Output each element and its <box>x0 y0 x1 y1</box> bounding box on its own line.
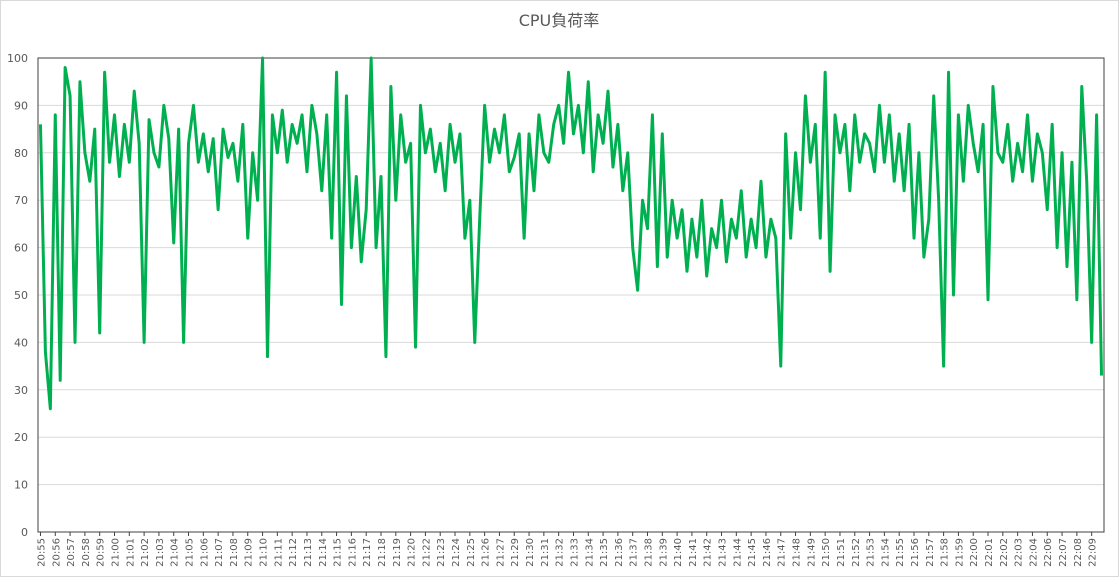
x-tick-label: 22:07 <box>1058 538 1069 567</box>
x-tick-label: 22:08 <box>1073 538 1084 567</box>
x-tick-label: 21:36 <box>614 538 625 567</box>
x-tick-label: 21:09 <box>244 538 255 567</box>
x-tick-label: 20:56 <box>51 538 62 567</box>
x-tick-label: 21:53 <box>866 538 877 567</box>
x-tick-label: 21:38 <box>643 538 654 567</box>
x-tick-label: 21:45 <box>747 538 758 567</box>
x-tick-label: 21:13 <box>303 538 314 567</box>
x-tick-label: 21:41 <box>688 538 699 567</box>
x-tick-label: 21:34 <box>584 538 595 567</box>
plot-area <box>37 57 1105 533</box>
x-tick-label: 21:08 <box>229 538 240 567</box>
x-tick-label: 21:14 <box>318 538 329 567</box>
x-tick-label: 21:05 <box>185 538 196 567</box>
x-tick-label: 21:46 <box>762 538 773 567</box>
x-tick-label: 21:32 <box>555 538 566 567</box>
x-tick-label: 21:19 <box>392 538 403 567</box>
y-tick-label: 80 <box>14 147 28 160</box>
y-tick-label: 30 <box>14 384 28 397</box>
x-tick-label: 22:02 <box>999 538 1010 567</box>
x-tick-label: 21:37 <box>629 538 640 567</box>
x-tick-label: 21:18 <box>377 538 388 567</box>
y-tick-label: 50 <box>14 289 28 302</box>
x-tick-label: 22:01 <box>984 538 995 567</box>
x-tick-label: 22:06 <box>1043 538 1054 567</box>
x-tick-label: 21:56 <box>910 538 921 567</box>
x-tick-label: 21:29 <box>510 538 521 567</box>
x-tick-label: 21:17 <box>362 538 373 567</box>
x-tick-label: 21:26 <box>481 538 492 567</box>
y-tick-label: 20 <box>14 431 28 444</box>
x-tick-label: 21:12 <box>288 538 299 567</box>
data-line <box>38 56 1104 411</box>
x-tick-label: 21:55 <box>895 538 906 567</box>
x-tick-label: 22:03 <box>1014 538 1025 567</box>
x-tick-label: 21:50 <box>821 538 832 567</box>
x-tick-label: 21:40 <box>673 538 684 567</box>
y-tick-label: 100 <box>7 52 28 65</box>
x-tick-label: 21:15 <box>333 538 344 567</box>
y-tick-label: 70 <box>14 194 28 207</box>
x-tick-label: 21:06 <box>199 538 210 567</box>
y-tick-label: 10 <box>14 479 28 492</box>
x-tick-label: 21:39 <box>658 538 669 567</box>
x-tick-label: 21:44 <box>732 538 743 567</box>
x-tick-label: 21:00 <box>110 538 121 567</box>
x-tick-label: 21:02 <box>140 538 151 567</box>
x-tick-label: 21:59 <box>954 538 965 567</box>
x-tick-label: 21:20 <box>407 538 418 567</box>
x-tick-label: 21:58 <box>940 538 951 567</box>
x-tick-label: 21:24 <box>451 538 462 567</box>
x-tick-label: 21:31 <box>540 538 551 567</box>
x-tick-label: 22:09 <box>1088 538 1099 567</box>
x-tick-label: 22:00 <box>969 538 980 567</box>
y-tick-label: 40 <box>14 336 28 349</box>
x-tick-label: 20:59 <box>96 538 107 567</box>
x-tick-label: 21:23 <box>436 538 447 567</box>
x-tick-label: 20:55 <box>36 538 47 567</box>
y-tick-label: 60 <box>14 242 28 255</box>
x-tick-label: 21:04 <box>170 538 181 567</box>
x-tick-label: 21:57 <box>925 538 936 567</box>
x-tick-label: 21:03 <box>155 538 166 567</box>
chart-title: CPU負荷率 <box>519 11 600 30</box>
x-tick-label: 21:52 <box>851 538 862 567</box>
x-tick-label: 21:16 <box>347 538 358 567</box>
x-tick-label: 21:25 <box>466 538 477 567</box>
x-tick-label: 21:51 <box>836 538 847 567</box>
x-tick-label: 21:47 <box>777 538 788 567</box>
x-tick-label: 21:10 <box>259 538 270 567</box>
x-tick-label: 21:07 <box>214 538 225 567</box>
y-tick-label: 90 <box>14 99 28 112</box>
x-tick-label: 21:54 <box>880 538 891 567</box>
x-tick-label: 21:49 <box>806 538 817 567</box>
x-tick-label: 21:43 <box>718 538 729 567</box>
x-tick-label: 20:57 <box>66 538 77 567</box>
x-tick-label: 21:01 <box>125 538 136 567</box>
x-tick-label: 21:48 <box>792 538 803 567</box>
x-tick-label: 21:11 <box>273 538 284 567</box>
x-tick-label: 20:58 <box>81 538 92 567</box>
y-tick-label: 0 <box>21 526 28 539</box>
x-tick-label: 21:35 <box>599 538 610 567</box>
x-tick-label: 21:30 <box>525 538 536 567</box>
x-tick-label: 21:33 <box>569 538 580 567</box>
x-tick-label: 21:22 <box>421 538 432 567</box>
x-tick-label: 21:42 <box>703 538 714 567</box>
x-tick-label: 21:27 <box>495 538 506 567</box>
x-tick-label: 22:04 <box>1028 538 1039 567</box>
